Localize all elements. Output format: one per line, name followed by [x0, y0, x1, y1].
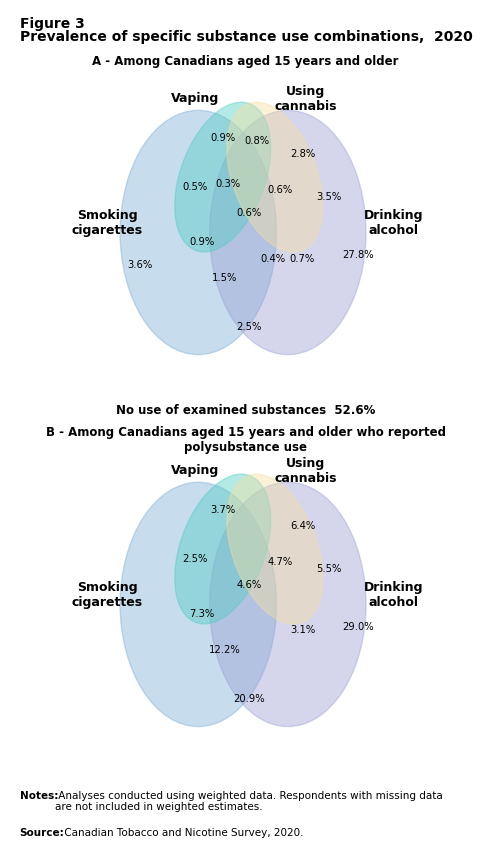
- Ellipse shape: [175, 475, 271, 624]
- Ellipse shape: [120, 110, 276, 355]
- Ellipse shape: [227, 103, 323, 252]
- Text: A - Among Canadians aged 15 years and older: A - Among Canadians aged 15 years and ol…: [92, 55, 399, 68]
- Text: 0.6%: 0.6%: [267, 186, 292, 195]
- Text: 3.7%: 3.7%: [210, 505, 235, 515]
- Text: Smoking
cigarettes: Smoking cigarettes: [72, 581, 142, 609]
- Text: Prevalence of specific substance use combinations,  2020: Prevalence of specific substance use com…: [20, 30, 472, 44]
- Text: Vaping: Vaping: [171, 92, 219, 105]
- Text: Analyses conducted using weighted data. Respondents with missing data
are not in: Analyses conducted using weighted data. …: [55, 791, 443, 812]
- Text: Vaping: Vaping: [171, 464, 219, 477]
- Ellipse shape: [175, 103, 271, 252]
- Text: 0.7%: 0.7%: [290, 254, 315, 263]
- Text: 12.2%: 12.2%: [209, 645, 240, 655]
- Text: 29.0%: 29.0%: [342, 622, 374, 632]
- Text: 0.5%: 0.5%: [182, 182, 208, 192]
- Text: 0.8%: 0.8%: [245, 136, 270, 146]
- Text: 3.6%: 3.6%: [127, 260, 152, 270]
- Text: 2.5%: 2.5%: [182, 554, 208, 563]
- Text: Smoking
cigarettes: Smoking cigarettes: [72, 209, 142, 237]
- Text: 20.9%: 20.9%: [233, 694, 265, 704]
- Ellipse shape: [120, 482, 276, 727]
- Text: 2.5%: 2.5%: [236, 322, 261, 332]
- Text: 2.8%: 2.8%: [290, 150, 315, 159]
- Text: Using
cannabis: Using cannabis: [274, 457, 337, 485]
- Text: Canadian Tobacco and Nicotine Survey, 2020.: Canadian Tobacco and Nicotine Survey, 20…: [61, 828, 303, 838]
- Text: 6.4%: 6.4%: [290, 522, 315, 531]
- Text: 7.3%: 7.3%: [189, 609, 214, 619]
- Text: 5.5%: 5.5%: [316, 563, 341, 574]
- Text: 0.6%: 0.6%: [236, 208, 261, 218]
- Text: 3.5%: 3.5%: [316, 192, 341, 202]
- Ellipse shape: [227, 475, 323, 624]
- Text: 0.9%: 0.9%: [189, 237, 214, 247]
- Text: Figure 3: Figure 3: [20, 17, 84, 31]
- Text: 4.7%: 4.7%: [267, 557, 292, 567]
- Text: 3.1%: 3.1%: [290, 626, 315, 635]
- Text: 0.4%: 0.4%: [261, 254, 286, 263]
- Text: Drinking
alcohol: Drinking alcohol: [364, 581, 423, 609]
- Text: No use of examined substances  52.6%: No use of examined substances 52.6%: [116, 404, 375, 417]
- Text: B - Among Canadians aged 15 years and older who reported
polysubstance use: B - Among Canadians aged 15 years and ol…: [46, 426, 445, 454]
- Text: Notes:: Notes:: [20, 791, 58, 801]
- Text: Drinking
alcohol: Drinking alcohol: [364, 209, 423, 237]
- Text: Using
cannabis: Using cannabis: [274, 85, 337, 113]
- Ellipse shape: [210, 482, 366, 727]
- Text: Source:: Source:: [20, 828, 64, 838]
- Text: 0.3%: 0.3%: [215, 179, 240, 189]
- Text: 0.9%: 0.9%: [210, 133, 235, 143]
- Ellipse shape: [210, 110, 366, 355]
- Text: 4.6%: 4.6%: [236, 580, 261, 590]
- Text: 27.8%: 27.8%: [342, 251, 374, 260]
- Text: 1.5%: 1.5%: [212, 273, 237, 283]
